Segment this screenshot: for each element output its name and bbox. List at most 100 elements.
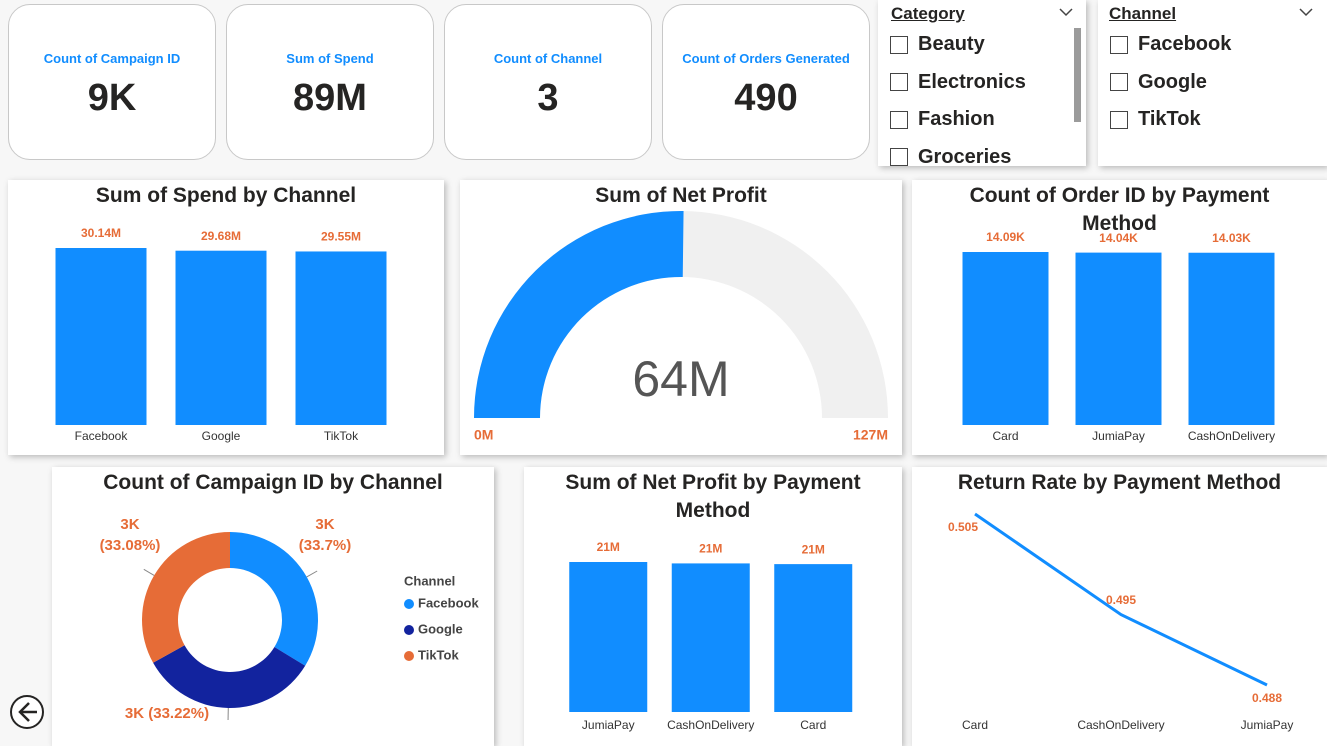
gauge-fill: [474, 211, 684, 418]
slicer-item-label: Facebook: [1138, 33, 1232, 55]
leader-line: [306, 570, 318, 578]
kpi-label: Count of Orders Generated: [682, 51, 850, 66]
checkbox[interactable]: [890, 73, 908, 91]
x-tick-label: Card: [962, 718, 988, 732]
bar: [774, 564, 853, 712]
value-label: 21M: [699, 542, 722, 556]
legend-marker: [404, 599, 414, 609]
legend-label: Google: [418, 621, 463, 636]
gauge-value: 64M: [632, 351, 729, 407]
x-tick-label: CashOnDelivery: [1188, 429, 1275, 443]
slicer-item[interactable]: Facebook: [1110, 33, 1231, 56]
slicer-item[interactable]: Groceries: [890, 145, 1012, 167]
legend-label: Facebook: [418, 595, 479, 610]
legend-title: Channel: [404, 573, 455, 588]
value-label: 14.09K: [986, 230, 1025, 244]
chart-title: Return Rate by Payment Method: [957, 471, 1282, 494]
x-tick-label: CashOnDelivery: [667, 718, 754, 732]
chart-title: Count of Campaign ID by Channel: [103, 471, 443, 494]
checkbox[interactable]: [890, 110, 908, 129]
value-label: 30.14M: [81, 226, 121, 240]
x-tick-label: Card: [800, 718, 826, 732]
value-label: 21M: [597, 540, 620, 554]
chart: Facebook Google TikTok Channel: [142, 532, 479, 720]
chart-title: Sum of Net Profit: [595, 184, 767, 207]
chart-panel: 21M JumiaPay 21M CashOnDelivery 21M Card Sum o…: [524, 467, 902, 746]
kpi-card: Count of Campaign ID 9K: [8, 4, 216, 160]
legend-marker: [404, 625, 414, 635]
value-label: 0.505: [948, 520, 978, 534]
slicer-item[interactable]: Fashion: [890, 108, 995, 131]
chart-panel: 30.14M Facebook 29.68M Google 29.55M TikTok Su…: [8, 180, 444, 455]
slicer-item[interactable]: TikTok: [1110, 108, 1201, 131]
donut-segment: [153, 645, 306, 708]
gauge-tick-label: 0M: [474, 427, 493, 443]
bar: [569, 562, 648, 712]
value-label: 0.495: [1106, 593, 1136, 607]
chevron[interactable]: [1298, 6, 1314, 18]
slicer-item-label: Google: [1138, 70, 1207, 93]
checkbox[interactable]: [890, 35, 908, 54]
legend-marker: [404, 651, 414, 661]
x-tick-label: JumiaPay: [1241, 718, 1294, 732]
x-tick-label: JumiaPay: [582, 718, 635, 732]
x-tick-label: CashOnDelivery: [1077, 718, 1164, 732]
legend-label: TikTok: [418, 647, 459, 662]
gauge-tick-label: 127M: [853, 427, 888, 443]
chart-title: Count of Order ID by Payment Method: [969, 184, 1270, 235]
slicer-item-label: Beauty: [918, 33, 985, 55]
value-label: 29.55M: [321, 230, 361, 244]
bar: [1075, 252, 1162, 425]
kpi-value: 9K: [87, 77, 137, 119]
slicer: Category Beauty Electronics Fashion Groceri…: [878, 0, 1086, 166]
kpi-label: Count of Channel: [493, 51, 603, 66]
slicer-title: Category: [891, 4, 965, 23]
bar: [175, 250, 267, 425]
slicer-item[interactable]: Beauty: [890, 33, 985, 56]
value-label: 14.03K: [1212, 231, 1251, 245]
bar: [1188, 252, 1275, 425]
slicer-item[interactable]: Electronics: [890, 71, 1026, 94]
kpi-value: 3: [537, 77, 559, 119]
chart-title: Sum of Spend by Channel: [95, 184, 357, 207]
kpi-label: Sum of Spend: [286, 51, 374, 66]
chart: 30.14M Facebook 29.68M Google 29.55M TikTok: [55, 226, 387, 443]
slicer-item[interactable]: Google: [1110, 71, 1207, 94]
bar: [962, 252, 1049, 425]
x-tick-label: JumiaPay: [1092, 429, 1145, 443]
scrollbar[interactable]: [1074, 28, 1081, 122]
slicer-item-label: Groceries: [918, 145, 1012, 167]
chart-title: Sum of Net Profit by Payment Method: [565, 471, 861, 522]
chart-panel: Facebook Google TikTok Channel Count of Camp…: [52, 467, 494, 746]
kpi-card: Sum of Spend 89M: [226, 4, 434, 160]
kpi-card: Count of Orders Generated 490: [662, 4, 870, 160]
bar: [55, 248, 147, 425]
back-button[interactable]: [9, 694, 47, 732]
data-label: 3K (33.08%): [99, 516, 161, 554]
leader-line: [143, 568, 155, 576]
slicer-item-label: TikTok: [1138, 108, 1201, 130]
chart-panel: 0.505 Card 0.495 CashOnDelivery 0.488 JumiaPa…: [912, 467, 1327, 746]
kpi-card: Count of Channel 3: [444, 4, 652, 160]
bar: [295, 251, 387, 425]
checkbox[interactable]: [1110, 110, 1128, 129]
chart: 64M 0M 127M: [474, 211, 888, 443]
kpi-label: Count of Campaign ID: [43, 51, 181, 66]
slicer: Channel Facebook Google TikTok: [1098, 0, 1327, 166]
kpi-value: 89M: [293, 77, 367, 119]
checkbox[interactable]: [1110, 73, 1128, 91]
chevron[interactable]: [1058, 6, 1074, 18]
donut-segment: [142, 532, 230, 663]
donut-segment: [230, 532, 318, 666]
chart: 14.09K Card 14.04K JumiaPay 14.03K CashOnDeli…: [962, 230, 1275, 443]
chart: 21M JumiaPay 21M CashOnDelivery 21M Card: [569, 540, 853, 732]
slicer-title: Channel: [1109, 4, 1177, 23]
checkbox[interactable]: [1110, 35, 1128, 54]
chart-panel: 14.09K Card 14.04K JumiaPay 14.03K CashOnDeli…: [912, 180, 1327, 455]
checkbox[interactable]: [890, 148, 908, 166]
slicer-item-label: Electronics: [918, 70, 1026, 93]
value-label: 0.488: [1252, 691, 1282, 705]
x-tick-label: TikTok: [324, 429, 359, 443]
value-label: 14.04K: [1099, 231, 1138, 245]
